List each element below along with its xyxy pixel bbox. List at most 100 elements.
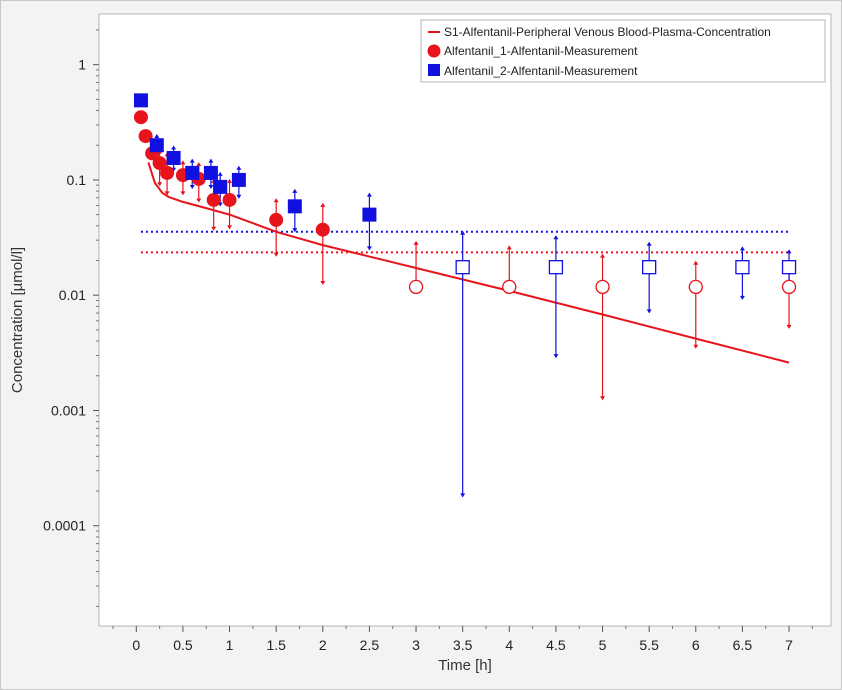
error-bar-cap [786,249,792,254]
measurement-square [287,199,302,214]
x-tick-label: 3.5 [453,637,473,653]
legend[interactable]: S1-Alfentanil-Peripheral Venous Blood-Pl… [420,19,826,83]
measurement-circle-lloq [595,279,610,295]
error-bar-cap [273,198,279,203]
error-bar-cap [171,145,177,150]
y-tick-label: 1 [78,57,86,73]
x-tick-label: 4 [505,637,513,653]
measurement-circle-lloq [408,279,424,295]
legend-label-simulation: S1-Alfentanil-Peripheral Venous Blood-Pl… [444,25,771,39]
error-bar-cap [646,241,652,246]
y-tick-label: 0.001 [51,402,86,418]
measurement-square [185,165,200,180]
error-bar-cap [227,178,233,183]
error-bar-cap [292,188,298,193]
error-bar-cap [196,162,202,167]
x-tick-label: 0.5 [173,637,193,653]
error-bar-cap [164,191,170,196]
measurement-square-lloq [548,260,564,275]
measurement-circle [222,192,237,207]
error-bar-cap [320,202,326,207]
error-bar-cap [196,198,202,203]
error-bar-cap [236,165,242,170]
error-bar-cap [600,253,606,258]
error-bar-cap [208,185,214,190]
x-tick-label: 1 [226,637,234,653]
legend-circle-swatch [427,44,441,58]
error-bar-cap [553,354,559,359]
measurement-circle [160,165,175,180]
error-bar-cap [693,344,699,349]
measurement-square [166,150,181,165]
y-tick-label: 0.01 [59,287,86,303]
error-bar-cap [208,158,214,163]
error-bar-cap [600,396,606,401]
x-tick-label: 2.5 [360,637,380,653]
measurement-square-lloq [781,260,797,275]
measurement-circle-lloq [781,279,797,295]
error-bar-cap [553,235,559,240]
measurement-circle-lloq [502,279,517,295]
measurement-square [213,179,228,194]
measurement-circle [269,212,284,227]
x-tick-label: 6.5 [733,637,753,653]
legend-box [420,19,826,83]
markers [133,93,797,295]
measurement-circle [315,222,330,237]
error-bar-cap [157,182,163,187]
error-bar-cap [739,295,745,300]
measurement-square-lloq [735,260,750,275]
measurement-circle [206,192,221,207]
error-bar-cap [413,240,419,245]
plot-area [98,13,832,627]
error-bar-cap [786,324,792,329]
error-bar-cap [460,493,466,498]
error-bar-cap [646,309,652,314]
lloq-lines [140,230,790,254]
measurement-square-lloq [642,260,657,275]
error-bar-cap [217,171,223,176]
error-bars [154,134,792,498]
error-bar-cap [189,185,195,190]
y-axis-title: Concentration [µmol/l] [9,247,26,393]
error-bar-cap [236,194,242,199]
error-bar-cap [180,191,186,196]
error-bar-cap [320,281,326,286]
measurement-square-lloq [455,260,470,275]
error-bar-cap [693,260,699,265]
simulation-curve [147,162,790,364]
error-bar-cap [460,230,466,235]
error-bar-cap [366,192,372,197]
measurement-square [203,165,218,180]
measurement-square [231,172,246,187]
measurement-circle [152,156,167,171]
measurement-circle-lloq [688,279,703,295]
measurement-circle [138,129,153,144]
x-tick-label: 7 [785,637,793,653]
x-tick-label: 5 [599,637,607,653]
measurement-square [133,93,148,108]
x-tick-label: 0 [132,637,140,653]
legend-label-measurement-1: Alfentanil_1-Alfentanil-Measurement [444,44,638,58]
y-tick-label: 0.1 [67,172,87,188]
x-tick-label: 3 [412,637,420,653]
error-bar-cap [366,246,372,251]
x-tick-label: 4.5 [546,637,566,653]
error-bar-cap [189,158,195,163]
x-tick-label: 5.5 [639,637,659,653]
error-bar-cap [227,225,233,230]
error-bar-cap [273,252,279,257]
simulation-line [147,162,790,364]
axes: 0 0.5 1 1.5 2 2.5 3 3.5 4 4.5 5 5.5 6 6.5 7 0.0001 0.001… [43,29,813,653]
error-bar-cap [154,134,160,139]
legend-label-measurement-2: Alfentanil_2-Alfentanil-Measurement [444,64,638,78]
error-bar-cap [506,245,512,250]
error-bar-cap [211,226,217,231]
measurement-circle [133,110,148,125]
measurement-square [149,138,164,153]
error-bar-cap [739,246,745,251]
y-tick-label: 0.0001 [43,518,86,534]
legend-square-swatch [428,64,440,76]
measurement-square [362,207,377,222]
